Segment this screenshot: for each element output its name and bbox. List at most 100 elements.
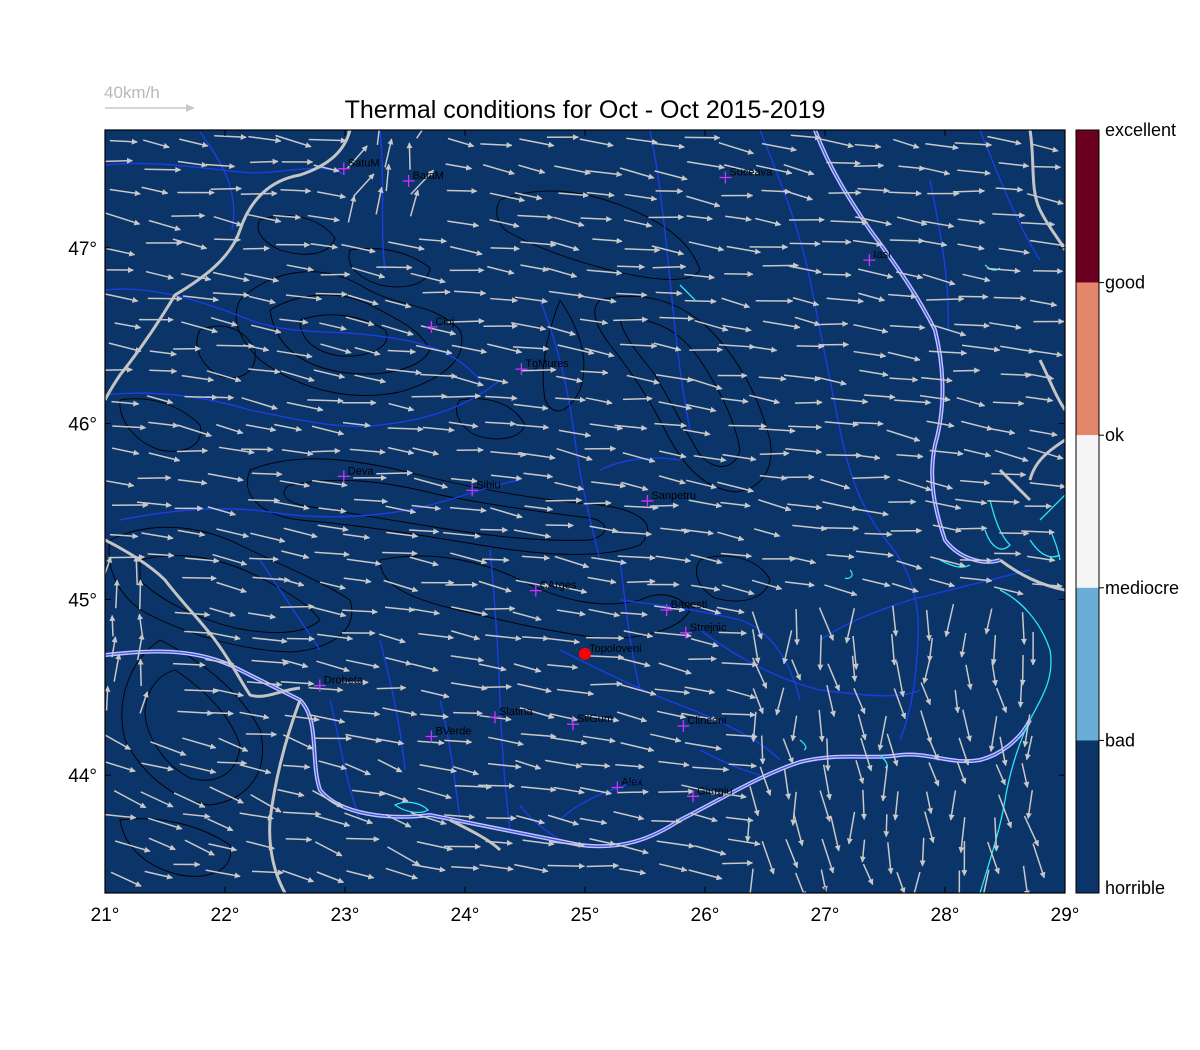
- wind-arrow: [579, 817, 608, 826]
- wind-arrow: [860, 789, 867, 821]
- wind-arrow: [184, 839, 215, 856]
- wind-arrow: [409, 528, 440, 535]
- wind-arrow: [274, 501, 310, 511]
- wind-arrow: [790, 791, 797, 826]
- wind-arrow: [998, 247, 1030, 256]
- x-tick-label: 21°: [91, 905, 120, 926]
- wind-arrow: [692, 766, 730, 773]
- colorbar-label: excellent: [1105, 120, 1176, 140]
- wind-arrow: [245, 731, 278, 738]
- wind-arrow: [184, 557, 220, 564]
- city-marker: [687, 790, 699, 803]
- wind-arrow: [547, 325, 576, 337]
- wind-arrow: [691, 604, 722, 615]
- wind-arrow: [410, 272, 446, 284]
- wind-arrow: [995, 764, 1006, 786]
- city-marker: [677, 719, 690, 732]
- wind-arrow: [932, 524, 962, 533]
- wind-arrow: [925, 791, 933, 815]
- wind-arrow: [513, 403, 549, 411]
- wind-arrow: [785, 838, 799, 869]
- wind-arrow: [682, 429, 711, 437]
- wind-arrow: [579, 318, 609, 326]
- city-label: Sibiu: [476, 479, 500, 491]
- wind-arrow: [545, 522, 574, 529]
- colorbar-label: ok: [1105, 425, 1125, 445]
- wind-arrow: [280, 680, 315, 687]
- wind-arrow: [654, 605, 686, 613]
- wind-arrow: [345, 316, 375, 327]
- wind-arrow: [239, 812, 274, 821]
- wind-arrow: [782, 738, 794, 764]
- wind-arrow: [790, 715, 798, 742]
- wind-arrow: [377, 759, 403, 773]
- wind-arrow: [520, 786, 557, 793]
- wind-arrow: [319, 322, 347, 332]
- wind-arrow: [1000, 345, 1035, 354]
- y-tick-label: 47°: [68, 239, 97, 260]
- wind-arrow: [962, 273, 991, 283]
- wind-arrow: [961, 420, 994, 431]
- wind-arrow: [986, 841, 1000, 875]
- wind-arrow: [447, 137, 475, 148]
- wind-arrow: [251, 324, 282, 335]
- wind-arrow: [416, 344, 453, 356]
- wind-arrow: [658, 401, 693, 411]
- wind-arrow: [822, 239, 852, 246]
- wind-arrow: [385, 505, 417, 515]
- wind-arrow: [181, 374, 215, 383]
- wind-arrow: [796, 343, 825, 350]
- wind-arrow: [822, 501, 859, 512]
- city-marker: [425, 320, 438, 333]
- wind-arrow: [852, 474, 891, 481]
- city-label: Slatina: [499, 706, 534, 718]
- wind-arrow: [1030, 142, 1059, 153]
- wind-arrow: [921, 220, 955, 229]
- wind-arrow: [894, 399, 932, 406]
- wind-arrow: [654, 422, 687, 429]
- wind-arrow: [214, 236, 241, 243]
- wind-arrow: [512, 345, 549, 352]
- wind-arrow: [140, 791, 174, 808]
- wind-arrow: [684, 298, 717, 305]
- wind-arrow: [547, 814, 580, 826]
- wind-arrow: [762, 320, 801, 330]
- wind-arrow: [149, 368, 178, 375]
- wind-arrow: [877, 715, 887, 751]
- wind-arrow: [718, 343, 756, 350]
- wind-arrow: [822, 764, 832, 801]
- wind-arrow: [963, 448, 992, 458]
- wind-arrow: [546, 267, 578, 279]
- wind-arrow: [925, 500, 962, 511]
- wind-arrow: [411, 663, 439, 673]
- wind-arrow: [792, 297, 820, 307]
- wind-arrow: [690, 553, 723, 565]
- wind-arrow: [1027, 447, 1064, 460]
- wind-arrow: [1032, 843, 1046, 879]
- colorbar-label: good: [1105, 273, 1145, 293]
- wind-arrow: [590, 680, 623, 687]
- wind-arrow: [346, 836, 380, 843]
- wind-arrow: [851, 655, 858, 682]
- wind-arrow: [651, 818, 683, 825]
- wind-arrow: [791, 659, 801, 681]
- wind-arrow: [987, 135, 1022, 146]
- city-markers: SatuM BaiaM Suceava Iasi Cluj TgMures Deva Sibi…: [313, 158, 891, 803]
- wind-scale-label: 40km/h: [104, 83, 160, 102]
- wind-arrow: [854, 143, 882, 150]
- wind-arrow: [1032, 582, 1063, 589]
- wind-arrow: [619, 342, 658, 349]
- wind-arrow: [1029, 482, 1065, 490]
- wind-arrow: [317, 191, 347, 200]
- wind-arrow: [105, 813, 137, 821]
- wind-arrow: [1023, 815, 1039, 847]
- wind-arrow: [419, 764, 457, 774]
- wind-arrow: [212, 553, 248, 566]
- wind-arrow: [443, 531, 481, 539]
- wind-arrow: [309, 605, 347, 618]
- wind-arrow: [1029, 429, 1058, 438]
- wind-arrow: [139, 691, 149, 714]
- wind-arrow: [555, 396, 586, 403]
- wind-arrow: [751, 611, 763, 640]
- wind-arrow: [953, 367, 981, 374]
